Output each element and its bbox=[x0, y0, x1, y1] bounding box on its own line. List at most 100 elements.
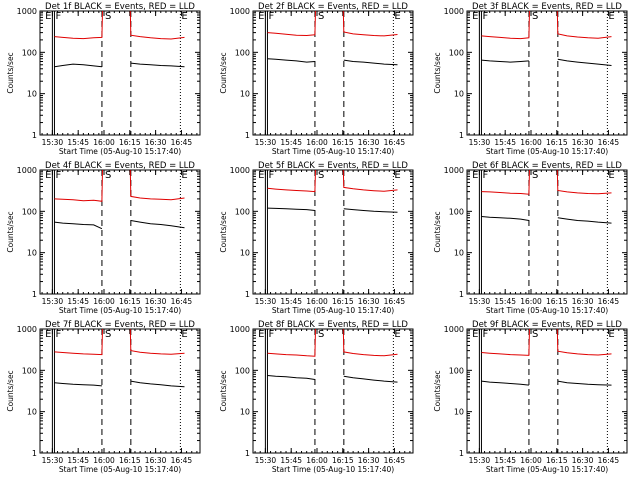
x-tick-label: 15:45 bbox=[494, 456, 516, 465]
y-tick-label: 1000 bbox=[230, 325, 250, 334]
plot-frame bbox=[252, 328, 414, 454]
marker-label: F bbox=[55, 329, 61, 340]
y-tick-label: 1000 bbox=[444, 7, 464, 16]
y-tick-label: 10 bbox=[454, 408, 464, 417]
x-tick-label: 16:30 bbox=[145, 297, 167, 306]
y-tick-label: 100 bbox=[449, 366, 464, 375]
lld-series-line bbox=[54, 328, 103, 356]
marker-label: E bbox=[258, 11, 264, 22]
lld-series-line bbox=[267, 328, 316, 357]
y-tick-label: 1 bbox=[32, 131, 37, 140]
x-tick-label: 16:15 bbox=[546, 456, 568, 465]
x-tick-label: 16:45 bbox=[384, 297, 406, 306]
marker-label: E bbox=[394, 11, 400, 22]
x-tick-label: 16:30 bbox=[145, 138, 167, 147]
events-series-line bbox=[557, 217, 612, 224]
panel-title: Det 8f BLACK = Events, RED = LLD bbox=[258, 320, 408, 330]
x-axis-label: Start Time (05-Aug-10 15:17:40) bbox=[272, 147, 394, 156]
marker-label: E bbox=[608, 170, 614, 181]
y-tick-label: 100 bbox=[235, 48, 250, 57]
marker-label: S bbox=[532, 170, 538, 181]
marker-label: F bbox=[55, 170, 61, 181]
marker-label: E bbox=[608, 11, 614, 22]
x-axis-label: Start Time (05-Aug-10 15:17:40) bbox=[59, 465, 181, 474]
events-series-line bbox=[130, 62, 185, 68]
lld-series-line bbox=[481, 169, 530, 195]
events-series-line bbox=[54, 63, 102, 68]
marker-label: E bbox=[45, 11, 51, 22]
marker-label: F bbox=[55, 11, 61, 22]
marker-label: F bbox=[482, 11, 488, 22]
x-tick-label: 15:30 bbox=[255, 297, 277, 306]
chart-panel-5: Det 5f BLACK = Events, RED = LLD 1 10 100 10… bbox=[219, 161, 414, 315]
chart-panel-3: Det 3f BLACK = Events, RED = LLD 1 10 100 10… bbox=[433, 2, 628, 156]
x-tick-label: 16:30 bbox=[145, 456, 167, 465]
y-axis-label: Counts/sec bbox=[219, 211, 228, 252]
chart-panel-1: Det 1f BLACK = Events, RED = LLD 1 10 100 10… bbox=[6, 2, 201, 156]
x-tick-label: 16:15 bbox=[119, 456, 141, 465]
marker-label: E bbox=[394, 170, 400, 181]
plot-frame bbox=[252, 169, 414, 295]
x-tick-label: 16:15 bbox=[119, 138, 141, 147]
x-tick-label: 16:15 bbox=[332, 297, 354, 306]
events-series-line bbox=[481, 59, 529, 63]
y-tick-label: 1 bbox=[245, 449, 250, 458]
plot-frame bbox=[466, 10, 628, 136]
y-tick-label: 100 bbox=[235, 207, 250, 216]
marker-label: F bbox=[268, 329, 274, 340]
lld-series-line bbox=[556, 328, 612, 356]
x-axis-label: Start Time (05-Aug-10 15:17:40) bbox=[59, 147, 181, 156]
panel-title: Det 6f BLACK = Events, RED = LLD bbox=[472, 161, 622, 171]
x-tick-label: 16:00 bbox=[520, 297, 542, 306]
x-tick-label: 16:45 bbox=[384, 456, 406, 465]
x-tick-label: 16:00 bbox=[93, 138, 115, 147]
lld-series-line bbox=[342, 169, 398, 192]
x-tick-label: 16:15 bbox=[332, 138, 354, 147]
y-tick-label: 10 bbox=[27, 408, 37, 417]
events-series-line bbox=[54, 221, 103, 230]
y-tick-label: 10 bbox=[27, 90, 37, 99]
marker-label: S bbox=[318, 170, 324, 181]
x-tick-label: 15:45 bbox=[67, 456, 89, 465]
chart-panel-6: Det 6f BLACK = Events, RED = LLD 1 10 100 10… bbox=[433, 161, 628, 315]
x-axis-label: Start Time (05-Aug-10 15:17:40) bbox=[486, 147, 608, 156]
y-tick-label: 10 bbox=[27, 249, 37, 258]
y-tick-label: 10 bbox=[240, 249, 250, 258]
x-tick-label: 16:30 bbox=[358, 138, 380, 147]
chart-panel-4: Det 4f BLACK = Events, RED = LLD 1 10 100 10… bbox=[6, 161, 201, 315]
y-axis-label: Counts/sec bbox=[6, 211, 15, 252]
lld-series-line bbox=[342, 328, 398, 357]
marker-label: S bbox=[532, 329, 538, 340]
y-tick-label: 1 bbox=[245, 131, 250, 140]
y-axis-label: Counts/sec bbox=[433, 211, 442, 252]
y-axis-label: Counts/sec bbox=[219, 52, 228, 93]
y-tick-label: 10 bbox=[240, 90, 250, 99]
panel-title: Det 9f BLACK = Events, RED = LLD bbox=[472, 320, 622, 330]
events-series-line bbox=[343, 208, 398, 213]
chart-panel-8: Det 8f BLACK = Events, RED = LLD 1 10 100 10… bbox=[219, 320, 414, 474]
marker-label: S bbox=[532, 11, 538, 22]
panel-title: Det 3f BLACK = Events, RED = LLD bbox=[472, 2, 622, 12]
x-tick-label: 15:45 bbox=[280, 297, 302, 306]
marker-label: S bbox=[105, 170, 111, 181]
lld-series-line bbox=[342, 10, 398, 37]
events-series-line bbox=[481, 380, 529, 386]
lld-series-line bbox=[556, 10, 612, 39]
x-tick-label: 15:30 bbox=[42, 297, 64, 306]
marker-label: E bbox=[181, 329, 187, 340]
x-tick-label: 15:45 bbox=[494, 297, 516, 306]
x-tick-label: 16:00 bbox=[306, 456, 328, 465]
x-tick-label: 16:15 bbox=[546, 297, 568, 306]
y-tick-label: 1000 bbox=[17, 166, 37, 175]
marker-label: E bbox=[394, 329, 400, 340]
events-series-line bbox=[130, 220, 185, 229]
x-axis-label: Start Time (05-Aug-10 15:17:40) bbox=[486, 306, 608, 315]
x-tick-label: 15:45 bbox=[280, 456, 302, 465]
x-axis-label: Start Time (05-Aug-10 15:17:40) bbox=[486, 465, 608, 474]
events-series-line bbox=[130, 380, 185, 388]
x-tick-label: 15:45 bbox=[67, 297, 89, 306]
panel-title: Det 7f BLACK = Events, RED = LLD bbox=[45, 320, 195, 330]
chart-panel-2: Det 2f BLACK = Events, RED = LLD 1 10 100 10… bbox=[219, 2, 414, 156]
x-tick-label: 16:00 bbox=[520, 456, 542, 465]
